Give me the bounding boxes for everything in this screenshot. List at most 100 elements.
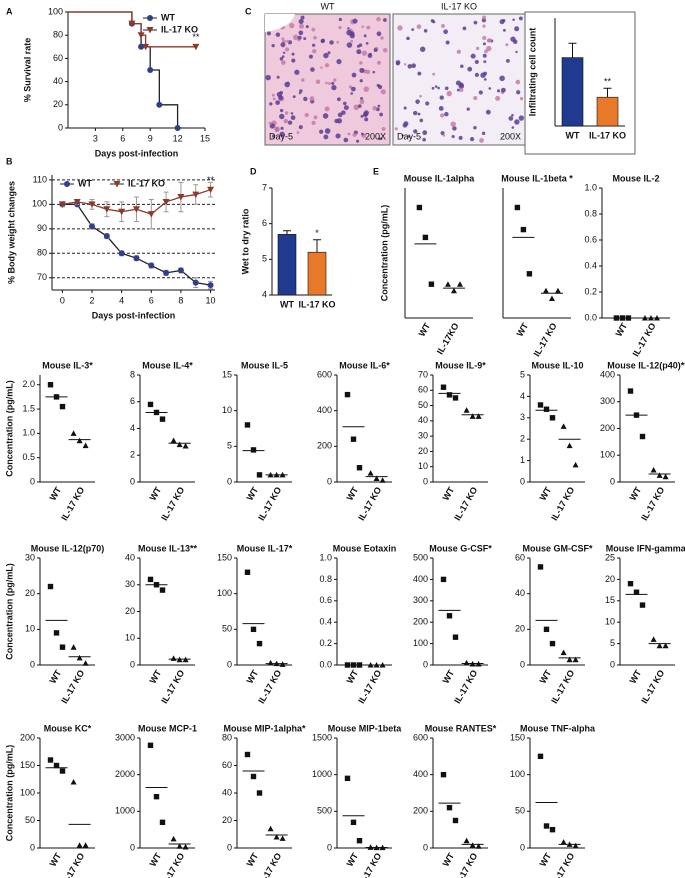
- x-tick-label: 2: [90, 295, 95, 305]
- nucleus: [419, 118, 424, 123]
- point: [344, 775, 351, 782]
- annotation: *: [315, 228, 319, 238]
- nucleus: [271, 43, 275, 48]
- nucleus: [336, 118, 343, 124]
- plot-title: Mouse IFN-gamma*: [606, 543, 685, 553]
- nucleus: [364, 117, 369, 122]
- x-tick-label: WT: [245, 485, 261, 503]
- point: [356, 837, 363, 844]
- nucleus: [395, 60, 401, 65]
- nucleus: [303, 96, 308, 102]
- point: [159, 819, 166, 826]
- error-bar: [568, 42, 577, 58]
- point: [256, 790, 263, 796]
- nucleus: [482, 53, 487, 58]
- point: [446, 613, 453, 619]
- point: [159, 416, 166, 422]
- nucleus: [478, 90, 483, 95]
- y-tick-label: 0: [30, 659, 35, 669]
- point: [542, 287, 549, 294]
- y-axis-label: Wet to dry ratio: [240, 208, 250, 274]
- y-tick-label: 0.0: [319, 659, 332, 669]
- nucleus: [315, 79, 321, 84]
- y-tick-label: 0: [130, 842, 135, 852]
- x-tick-label: WT: [515, 321, 531, 339]
- frame: [524, 11, 636, 155]
- y-tick-label: 400: [317, 405, 332, 415]
- point: [76, 654, 83, 661]
- point: [70, 644, 77, 650]
- y-tick-label: 1.5: [22, 403, 35, 413]
- y-tick-label: 0.2: [319, 638, 332, 648]
- point: [373, 475, 380, 481]
- x-tick-label: WT: [538, 485, 554, 503]
- point: [572, 656, 579, 663]
- y-tick-label: 300: [413, 595, 428, 605]
- point: [118, 250, 125, 257]
- y-tick-label: 30: [125, 579, 135, 589]
- nucleus: [284, 111, 289, 115]
- x-tick-label: IL-17 KO: [356, 485, 383, 522]
- nucleus: [348, 85, 353, 89]
- y-tick-label: 7: [262, 182, 267, 192]
- x-tick-label: IL-17 KO: [549, 485, 576, 522]
- nucleus: [291, 52, 295, 56]
- nucleus: [460, 64, 464, 68]
- point: [70, 430, 77, 436]
- nucleus: [372, 106, 377, 111]
- plot-title: Mouse Eotaxin: [333, 543, 397, 553]
- nucleus: [458, 135, 463, 140]
- y-tick-label: 0: [130, 476, 135, 486]
- nucleus: [474, 72, 479, 77]
- y-tick-label: 60: [418, 385, 428, 395]
- y-tick-label: 5: [227, 441, 232, 451]
- y-tick-label: 90: [37, 223, 47, 233]
- nucleus: [280, 42, 286, 48]
- y-tick-label: 200: [600, 423, 615, 433]
- point: [53, 762, 60, 769]
- x-tick-label: WT: [538, 851, 554, 869]
- nucleus: [359, 79, 363, 83]
- nucleus: [510, 36, 516, 42]
- nucleus: [279, 108, 284, 113]
- y-tick-label: 0.8: [319, 574, 332, 584]
- nucleus: [407, 64, 412, 69]
- point: [656, 642, 663, 649]
- x-tick-label: 4: [119, 295, 124, 305]
- legend-label: WT: [78, 178, 92, 188]
- nucleus: [280, 60, 286, 65]
- nucleus: [275, 32, 281, 37]
- nucleus: [515, 50, 518, 54]
- y-tick-label: 20: [605, 574, 615, 584]
- nucleus: [347, 132, 351, 136]
- point: [153, 582, 160, 588]
- point: [59, 768, 66, 774]
- panel-label: B: [6, 156, 13, 166]
- point: [440, 384, 447, 390]
- point: [469, 660, 476, 667]
- y-tick-label: 3000: [115, 732, 135, 742]
- x-tick-label: WT: [441, 485, 457, 503]
- annotation: **: [207, 175, 215, 185]
- y-tick-label: 0: [520, 659, 525, 669]
- nucleus: [483, 60, 487, 64]
- nucleus: [298, 23, 304, 29]
- nucleus: [443, 29, 448, 35]
- nucleus: [488, 87, 492, 90]
- nucleus: [312, 43, 316, 47]
- x-tick-label: WT: [48, 485, 64, 503]
- nucleus: [265, 74, 271, 81]
- nucleus: [365, 69, 371, 75]
- nucleus: [481, 131, 486, 136]
- nucleus: [294, 69, 300, 75]
- nucleus: [331, 84, 337, 91]
- image-note: 200X: [365, 131, 386, 141]
- bar: [561, 57, 584, 127]
- y-tick-label: 1500: [312, 732, 332, 742]
- x-tick-label: IL-17 KO: [159, 668, 186, 705]
- point: [641, 315, 648, 321]
- x-tick-label: IL-17 KO: [256, 485, 283, 522]
- nucleus: [369, 52, 372, 56]
- legend-label: IL-17 KO: [128, 178, 165, 188]
- point: [560, 649, 567, 656]
